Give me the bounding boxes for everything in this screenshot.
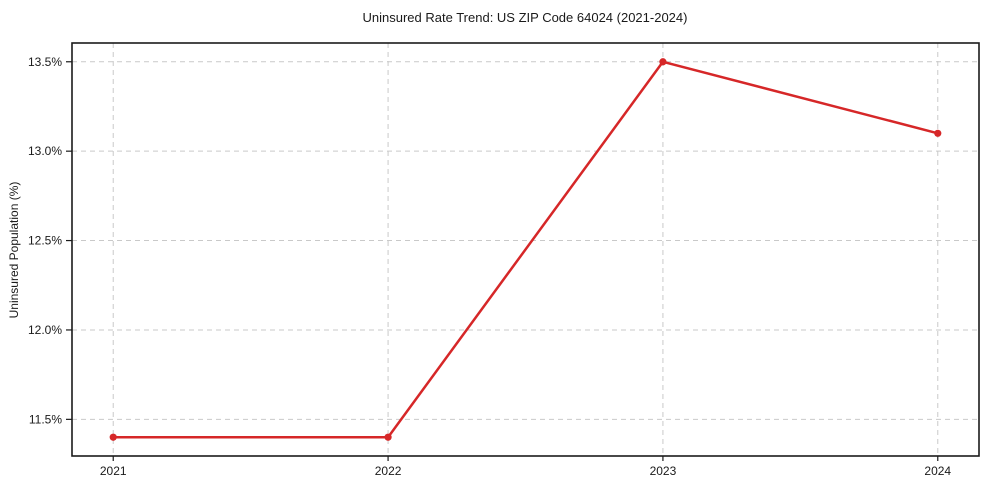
x-tick-label: 2024 [924, 464, 951, 478]
data-point-2023 [659, 58, 667, 66]
x-tick-label: 2021 [100, 464, 127, 478]
trend-line [111, 60, 940, 439]
y-tick-label: 13.5% [28, 55, 62, 69]
data-point-2021 [109, 433, 117, 441]
y-tick-label: 12.0% [28, 323, 62, 337]
x-tick-label: 2023 [650, 464, 677, 478]
chart-title: Uninsured Rate Trend: US ZIP Code 64024 … [362, 10, 688, 25]
y-tick-label: 11.5% [29, 412, 62, 426]
y-tick-label: 13.0% [28, 144, 62, 158]
data-point-2024 [934, 129, 942, 137]
plot-spines [71, 42, 980, 457]
data-point-2022 [384, 433, 392, 441]
y-tick-label: 12.5% [28, 234, 62, 248]
x-tick-label: 2022 [375, 464, 402, 478]
